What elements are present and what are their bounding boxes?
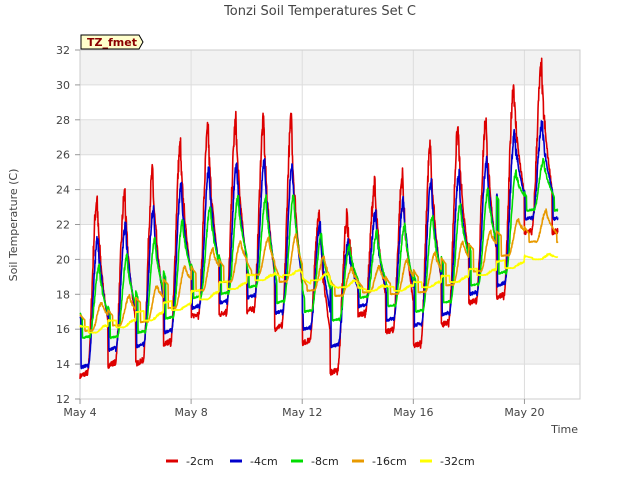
- x-axis: May 4 May 8 May 12 May 16 May 20: [63, 399, 545, 419]
- legend-label: -2cm: [186, 455, 214, 468]
- x-tick-label: May 4: [63, 406, 96, 419]
- plot-band: [80, 84, 580, 120]
- y-tick-label: 22: [56, 219, 70, 232]
- series-line-m32cm: [79, 252, 559, 334]
- y-tick-label: 28: [56, 114, 70, 127]
- series-line-m8cm: [79, 157, 559, 340]
- x-tick-label: May 8: [174, 406, 207, 419]
- y-tick-label: 32: [56, 44, 70, 57]
- badge-text: TZ_fmet: [87, 36, 137, 49]
- legend-label: -16cm: [372, 455, 407, 468]
- x-tick-label: May 12: [282, 406, 322, 419]
- x-tick-label: May 16: [393, 406, 433, 419]
- y-tick-label: 16: [56, 323, 70, 336]
- y-tick-label: 30: [56, 79, 70, 92]
- x-axis-title: Time: [550, 423, 578, 436]
- y-tick-label: 26: [56, 149, 70, 162]
- y-tick-label: 18: [56, 288, 70, 301]
- y-tick-label: 24: [56, 184, 70, 197]
- plot-band: [80, 154, 580, 190]
- y-tick-label: 12: [56, 393, 70, 406]
- x-tick-label: May 20: [504, 406, 544, 419]
- series-group: [79, 57, 559, 379]
- y-tick-label: 14: [56, 358, 70, 371]
- y-axis-title: Soil Temperature (C): [7, 169, 20, 282]
- tz-badge: TZ_fmet: [80, 34, 144, 50]
- legend-label: -4cm: [250, 455, 278, 468]
- y-axis: 12 14 16 18 20 22 24 26 28 30 32: [56, 44, 80, 406]
- legend: -2cm -4cm -8cm -16cm -32cm: [166, 455, 475, 468]
- chart-title: Tonzi Soil Temperatures Set C: [223, 4, 416, 19]
- legend-label: -8cm: [311, 455, 339, 468]
- legend-label: -32cm: [440, 455, 475, 468]
- plot-band: [80, 119, 580, 155]
- plot-band: [80, 50, 580, 85]
- series-line-m16cm: [79, 208, 559, 333]
- y-tick-label: 20: [56, 253, 70, 266]
